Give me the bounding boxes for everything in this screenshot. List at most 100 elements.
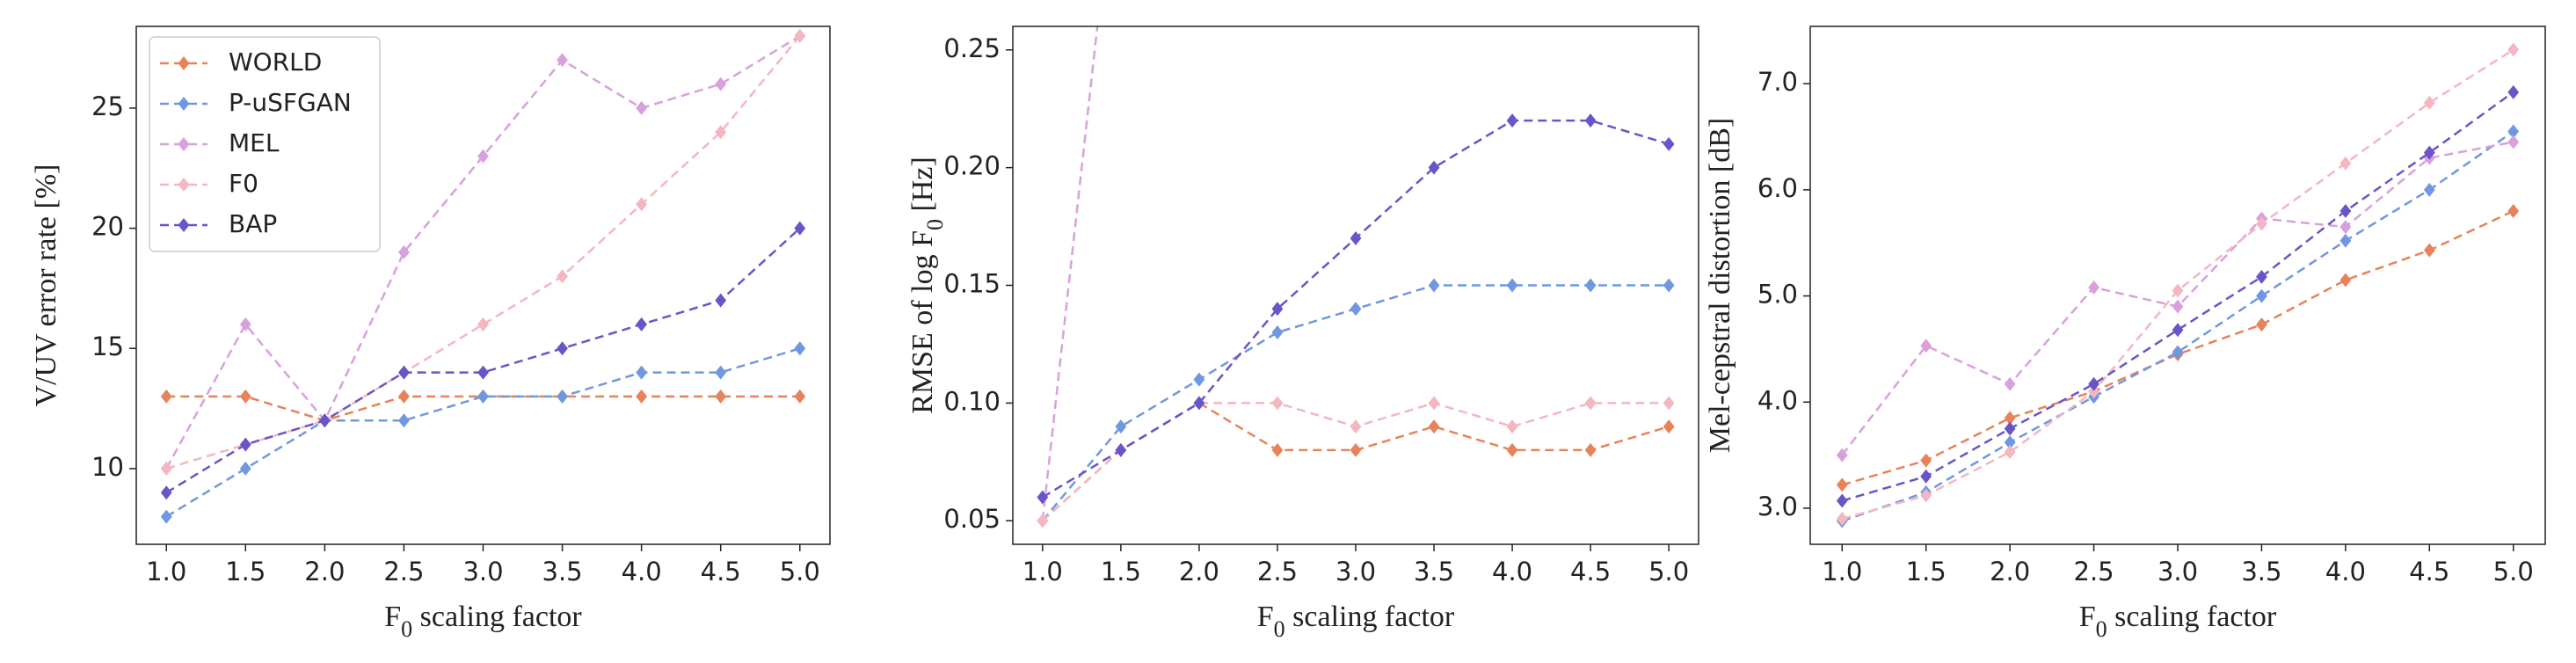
x-tick-label: 2.0: [1990, 557, 2030, 586]
legend-label: BAP: [229, 209, 277, 238]
point: [1506, 419, 1518, 434]
x-tick-label: 4.0: [2325, 557, 2366, 586]
point: [1663, 278, 1675, 293]
point: [1115, 442, 1127, 457]
series-line: [1841, 91, 2514, 502]
label-part: F: [1257, 601, 1274, 633]
plot-area: [1037, 26, 1675, 528]
x-tick-label: 2.0: [1179, 557, 1219, 586]
point: [1584, 113, 1597, 128]
legend-label: F0: [229, 169, 258, 198]
point: [794, 28, 806, 43]
point: [318, 413, 331, 428]
x-tick-label: 1.0: [1822, 557, 1862, 586]
point: [636, 317, 648, 332]
point: [398, 413, 410, 428]
frame: [135, 26, 831, 545]
x-tick-label: 1.0: [1022, 557, 1063, 586]
point: [1350, 230, 1362, 245]
legend-label: P-uSFGAN: [229, 88, 352, 117]
point: [239, 461, 251, 476]
point: [239, 317, 251, 332]
point: [636, 389, 648, 404]
point: [2507, 84, 2520, 99]
point: [2340, 156, 2352, 171]
x-tick-label: 2.5: [383, 557, 424, 586]
point: [1271, 302, 1284, 317]
series-line: [1041, 284, 1670, 522]
point: [794, 221, 806, 236]
x-tick-label: 4.5: [1570, 557, 1611, 586]
point: [477, 149, 489, 164]
x-tick-label: 3.0: [462, 557, 503, 586]
series-line: [1041, 26, 1099, 521]
point: [2256, 288, 2267, 303]
point: [1920, 469, 1932, 484]
point: [1663, 396, 1675, 411]
label-part: 0: [401, 616, 412, 642]
y-tick-label: 20: [91, 212, 124, 242]
x-axis-label: F0 scaling factor: [1257, 601, 1455, 643]
legend-marker: [178, 137, 190, 151]
point: [1271, 442, 1284, 457]
point: [477, 365, 489, 380]
series-line: [1841, 141, 2514, 456]
point: [239, 437, 251, 452]
label-part: scaling factor: [2107, 601, 2277, 633]
x-tick-label: 2.0: [304, 557, 345, 586]
point: [160, 485, 172, 500]
label-part: V/UV error rate [%]: [30, 164, 62, 407]
y-tick-label: 0.20: [943, 151, 1001, 181]
point: [2340, 273, 2352, 288]
point: [1506, 278, 1518, 293]
x-tick-label: 1.5: [225, 557, 266, 586]
point: [1350, 419, 1362, 434]
point: [1836, 448, 1848, 463]
point: [1428, 278, 1440, 293]
legend-marker: [178, 97, 190, 111]
legend-marker: [178, 56, 190, 70]
x-tick-label: 4.5: [2409, 557, 2449, 586]
point: [160, 461, 172, 476]
label-part: 0: [922, 219, 948, 230]
x-tick-label: 5.0: [780, 557, 820, 586]
point: [398, 365, 410, 380]
point: [1193, 396, 1205, 411]
x-axis-label: F0 scaling factor: [384, 601, 582, 643]
label-part: Mel-cepstral distortion [dB]: [1704, 118, 1736, 453]
point: [398, 389, 410, 404]
point: [2088, 376, 2099, 391]
point: [2004, 421, 2016, 436]
frame: [1012, 26, 1699, 545]
point: [1836, 493, 1848, 508]
legend-label: MEL: [229, 128, 280, 157]
point: [2507, 204, 2520, 219]
point: [1663, 136, 1675, 151]
point: [557, 341, 568, 356]
label-part: F: [2079, 601, 2096, 633]
point: [2088, 280, 2099, 295]
series-line: [165, 227, 801, 494]
point: [2423, 145, 2435, 160]
point: [636, 100, 648, 115]
y-tick-label: 0.10: [943, 386, 1001, 416]
x-tick-label: 1.5: [1906, 557, 1947, 586]
point: [794, 389, 806, 404]
label-part: 0: [2096, 616, 2107, 642]
legend-label: WORLD: [229, 47, 322, 76]
point: [636, 365, 648, 380]
point: [1428, 160, 1440, 175]
y-tick-label: 15: [91, 332, 124, 361]
point: [2423, 243, 2435, 258]
point: [715, 293, 727, 308]
y-tick-label: 10: [91, 452, 124, 482]
point: [477, 389, 489, 404]
legend-marker: [178, 178, 190, 192]
series-line: [165, 35, 801, 470]
point: [2172, 323, 2184, 338]
point: [636, 197, 648, 212]
y-tick-label: 3.0: [1757, 492, 1798, 521]
point: [239, 389, 251, 404]
x-tick-label: 3.0: [1335, 557, 1376, 586]
x-tick-label: 2.5: [1257, 557, 1298, 586]
